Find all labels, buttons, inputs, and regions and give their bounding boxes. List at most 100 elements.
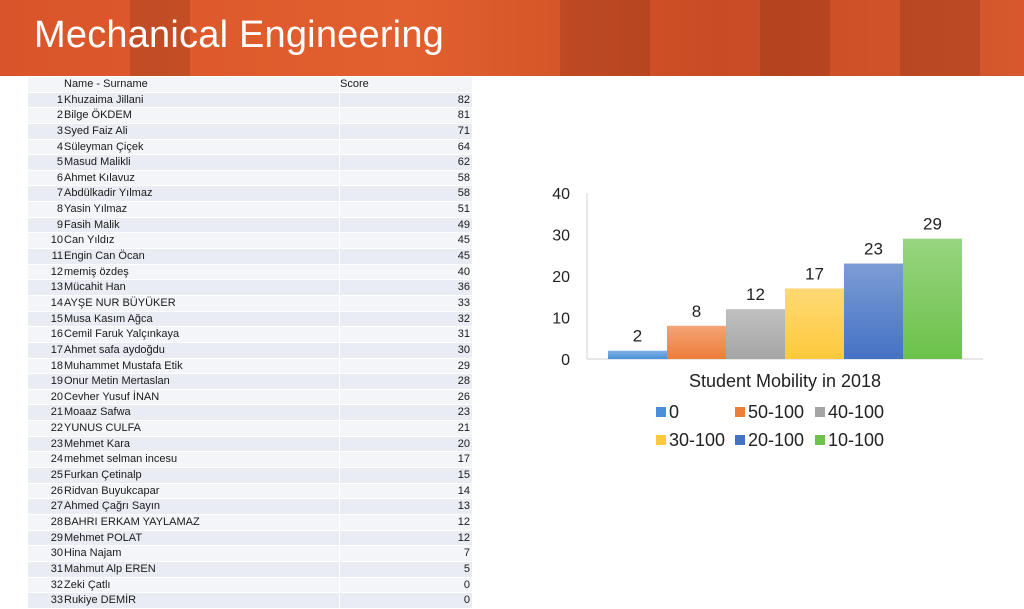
row-number-cell: 27	[50, 500, 63, 513]
bar-data-label: 23	[864, 240, 883, 259]
student-name-cell: Cevher Yusuf İNAN	[64, 389, 340, 405]
row-number-cell: 5	[56, 156, 63, 169]
student-name-cell: Mehmet POLAT	[64, 530, 340, 546]
student-name-cell: Muhammet Mustafa Etik	[64, 358, 340, 374]
score-cell: 40	[457, 265, 470, 278]
table-row: 3 Syed Faiz Ali 71	[28, 123, 472, 140]
table-header-row: Name - Surname Score	[28, 77, 472, 93]
y-tick-label: 30	[552, 228, 570, 245]
row-number-cell: 33	[50, 594, 63, 607]
table-row: 19 Onur Metin Mertaslan 28	[28, 374, 472, 390]
table-row: 25 Furkan Çetinalp 15	[28, 468, 472, 484]
score-cell: 33	[457, 296, 470, 309]
score-cell: 31	[457, 328, 470, 341]
student-name-cell: Ahmed Çağrı Sayın	[64, 499, 340, 514]
y-tick-label: 10	[552, 311, 570, 328]
legend-swatch	[735, 407, 745, 417]
score-cell: 30	[457, 343, 470, 356]
row-number-cell: 7	[56, 187, 63, 200]
table-row: 17 Ahmet safa aydoğdu 30	[28, 342, 472, 359]
score-cell: 29	[457, 359, 470, 372]
slide-title: Mechanical Engineering	[34, 14, 444, 56]
row-number-cell: 17	[50, 343, 63, 356]
score-cell: 81	[457, 109, 470, 122]
bar-30-100	[785, 288, 844, 359]
row-number-cell: 12	[50, 265, 63, 278]
table-row: 14 AYŞE NUR BÜYÜKER 33	[28, 295, 472, 312]
student-name-cell: Onur Metin Mertaslan	[64, 374, 340, 389]
bar-40-100	[726, 309, 785, 359]
row-number-cell: 6	[56, 171, 63, 184]
row-number-cell: 13	[50, 281, 63, 294]
row-number-cell: 21	[50, 406, 63, 419]
header-name-cell: Name - Surname	[64, 77, 340, 92]
row-number-cell: 16	[50, 328, 63, 341]
table-row: 11 Engin Can Öcan 45	[28, 249, 472, 265]
score-cell: 28	[457, 375, 470, 388]
student-name-cell: Ahmet Kılavuz	[64, 170, 340, 186]
student-name-cell: Syed Faiz Ali	[64, 123, 340, 139]
student-name-cell: Mücahit Han	[64, 280, 340, 295]
row-number-cell: 1	[56, 93, 63, 106]
header-score-cell: Score	[340, 78, 369, 90]
table-row: 1 Khuzaima Jillani 82	[28, 92, 472, 109]
score-cell: 14	[457, 484, 470, 497]
bar-data-label: 29	[923, 215, 942, 234]
row-number-cell: 25	[50, 469, 63, 482]
score-cell: 17	[457, 453, 470, 466]
score-cell: 51	[457, 203, 470, 216]
table-row: 30 Hina Najam 7	[28, 546, 472, 562]
table-row: 33 Rukiye DEMİR 0	[28, 593, 472, 609]
student-name-cell: Zeki Çatlı	[64, 577, 340, 593]
table-row: 23 Mehmet Kara 20	[28, 436, 472, 453]
legend-swatch	[656, 435, 666, 445]
legend-swatch	[815, 407, 825, 417]
score-cell: 82	[457, 93, 470, 106]
table-row: 24 mehmet selman incesu 17	[28, 452, 472, 469]
student-name-cell: Furkan Çetinalp	[64, 468, 340, 483]
y-tick-label: 40	[552, 186, 570, 203]
legend-swatch	[815, 435, 825, 445]
score-cell: 26	[457, 390, 470, 403]
student-name-cell: Abdülkadir Yılmaz	[64, 186, 340, 202]
table-row: 29 Mehmet POLAT 12	[28, 530, 472, 547]
y-tick-label: 20	[552, 269, 570, 286]
student-name-cell: Fasih Malik	[64, 217, 340, 233]
table-row: 9 Fasih Malik 49	[28, 217, 472, 234]
banner-texture	[560, 0, 650, 76]
score-cell: 23	[457, 406, 470, 419]
legend-label: 10-100	[828, 430, 884, 450]
legend-label: 30-100	[669, 430, 725, 450]
row-number-cell: 18	[50, 359, 63, 372]
student-name-cell: Hina Najam	[64, 546, 340, 561]
student-name-cell: Masud Malikli	[64, 155, 340, 170]
row-number-cell: 14	[50, 296, 63, 309]
title-banner	[0, 0, 1024, 76]
bar-data-label: 17	[805, 264, 824, 283]
table-row: 10 Can Yıldız 45	[28, 233, 472, 250]
table-row: 6 Ahmet Kılavuz 58	[28, 170, 472, 187]
row-number-cell: 4	[56, 140, 63, 153]
score-cell: 36	[457, 281, 470, 294]
student-name-cell: Moaaz Safwa	[64, 405, 340, 421]
row-number-cell: 3	[56, 124, 63, 137]
table-row: 7 Abdülkadir Yılmaz 58	[28, 186, 472, 203]
score-cell: 45	[457, 250, 470, 263]
score-cell: 0	[463, 578, 470, 591]
table-row: 22 YUNUS CULFA 21	[28, 421, 472, 437]
table-row: 13 Mücahit Han 36	[28, 280, 472, 296]
row-number-cell: 22	[50, 422, 63, 435]
header-number-cell	[28, 77, 64, 92]
table-row: 2 Bilge ÖKDEM 81	[28, 108, 472, 124]
student-name-cell: Bilge ÖKDEM	[64, 108, 340, 123]
student-name-cell: Ahmet safa aydoğdu	[64, 342, 340, 358]
row-number-cell: 26	[50, 484, 63, 497]
row-number-cell: 29	[50, 531, 63, 544]
banner-texture	[900, 0, 980, 76]
score-cell: 58	[457, 171, 470, 184]
student-name-cell: mehmet selman incesu	[64, 452, 340, 468]
table-row: 12 memiş özdeş 40	[28, 264, 472, 281]
table-row: 31 Mahmut Alp EREN 5	[28, 561, 472, 578]
table-row: 8 Yasin Yılmaz 51	[28, 202, 472, 218]
table-row: 16 Cemil Faruk Yalçınkaya 31	[28, 327, 472, 343]
